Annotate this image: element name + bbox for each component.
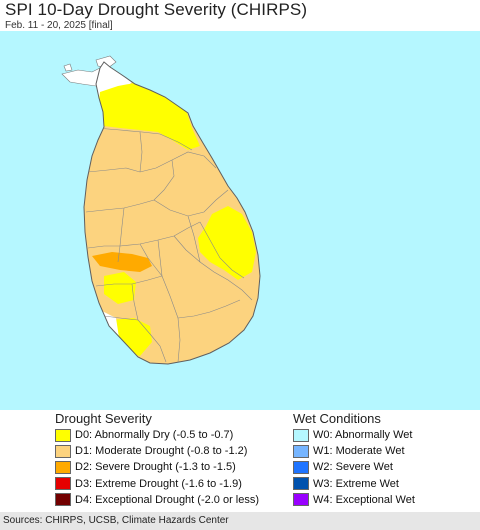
drought-legend-heading: Drought Severity (55, 411, 152, 426)
d2-central (92, 252, 152, 272)
drought-legend-item: D0: Abnormally Dry (-0.5 to -0.7) (55, 427, 259, 443)
wet-legend-item: W3: Extreme Wet (293, 476, 415, 492)
drought-legend-label: D4: Exceptional Drought (-2.0 or less) (75, 493, 260, 506)
drought-legend-label: D1: Moderate Drought (-0.8 to -1.2) (75, 445, 248, 458)
drought-swatch (55, 493, 71, 507)
drought-legend-label: D0: Abnormally Dry (-0.5 to -0.7) (75, 429, 234, 442)
drought-legend-label: D2: Severe Drought (-1.3 to -1.5) (75, 461, 236, 474)
drought-swatch (55, 428, 71, 442)
wet-legend-label: W3: Extreme Wet (313, 477, 399, 490)
map-title: SPI 10-Day Drought Severity (CHIRPS) (5, 0, 308, 19)
wet-legend-label: W2: Severe Wet (313, 461, 393, 474)
wet-swatch (293, 444, 309, 458)
wet-legend-item: W0: Abnormally Wet (293, 427, 415, 443)
drought-swatch (55, 477, 71, 491)
wet-legend: Wet Conditions W0: Abnormally Wet W1: Mod… (293, 410, 415, 508)
drought-legend: Drought Severity D0: Abnormally Dry (-0.… (55, 410, 259, 508)
drought-legend-label: D3: Extreme Drought (-1.6 to -1.9) (75, 477, 242, 490)
legend: Drought Severity D0: Abnormally Dry (-0.… (0, 410, 480, 512)
drought-legend-item: D3: Extreme Drought (-1.6 to -1.9) (55, 476, 259, 492)
drought-swatch (55, 444, 71, 458)
wet-legend-item: W4: Exceptional Wet (293, 492, 415, 508)
d0-north-tip (130, 62, 152, 84)
island-outline (83, 61, 261, 365)
d0-east (198, 206, 256, 280)
wet-swatch (293, 493, 309, 507)
drought-legend-item: D4: Exceptional Drought (-2.0 or less) (55, 492, 259, 508)
d0-southwest (104, 272, 136, 304)
source-bar: Sources: CHIRPS, UCSB, Climate Hazards C… (0, 512, 480, 530)
wet-swatch (293, 460, 309, 474)
drought-legend-item: D2: Severe Drought (-1.3 to -1.5) (55, 459, 259, 475)
wet-swatch (293, 428, 309, 442)
district-boundaries (85, 127, 253, 363)
northern-islands (61, 55, 117, 87)
wet-legend-label: W0: Abnormally Wet (313, 429, 413, 442)
wet-legend-label: W4: Exceptional Wet (313, 493, 415, 506)
drought-legend-item: D1: Moderate Drought (-0.8 to -1.2) (55, 443, 259, 459)
map-subtitle: Feb. 11 - 20, 2025 [final] (5, 20, 113, 31)
drought-swatch (55, 460, 71, 474)
wet-legend-label: W1: Moderate Wet (313, 445, 405, 458)
source-text: Sources: CHIRPS, UCSB, Climate Hazards C… (3, 515, 229, 526)
wet-legend-heading: Wet Conditions (293, 411, 381, 426)
wet-legend-item: W2: Severe Wet (293, 459, 415, 475)
wet-legend-item: W1: Moderate Wet (293, 443, 415, 459)
wet-swatch (293, 477, 309, 491)
sri-lanka-map (61, 55, 261, 365)
map-area (0, 31, 480, 410)
